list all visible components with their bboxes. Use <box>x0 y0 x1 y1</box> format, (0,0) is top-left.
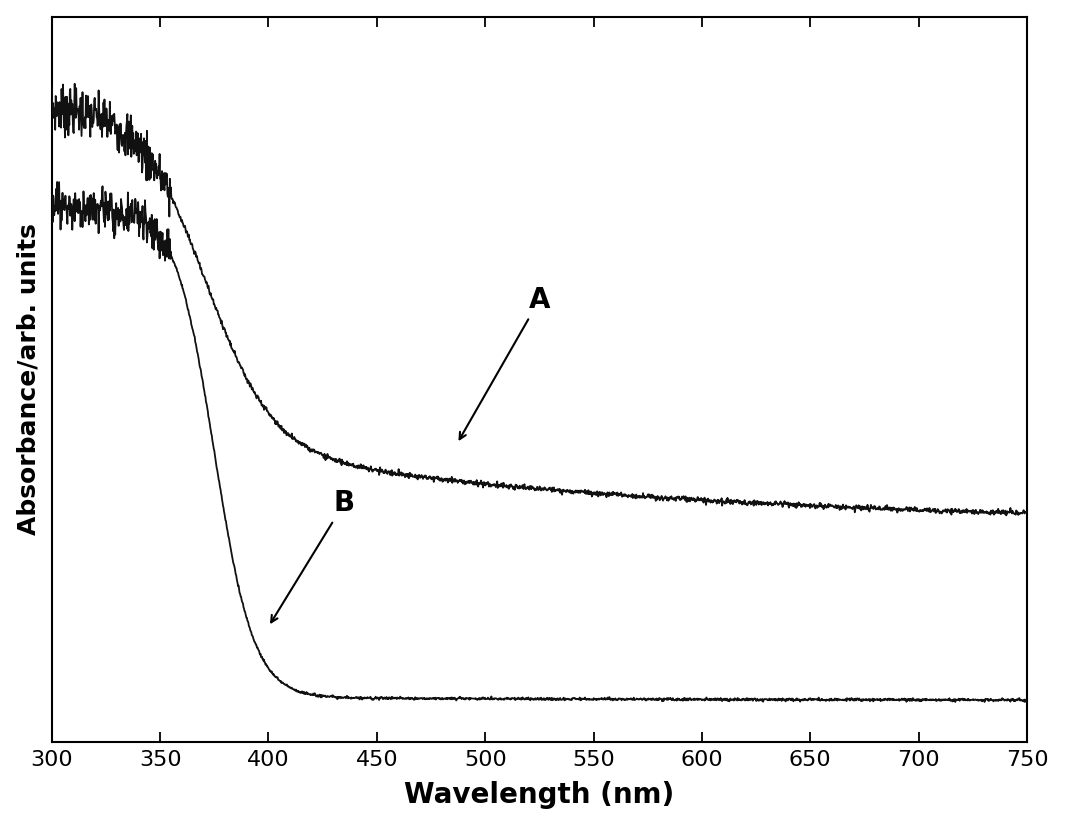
Y-axis label: Absorbance/arb. units: Absorbance/arb. units <box>17 223 40 535</box>
X-axis label: Wavelength (nm): Wavelength (nm) <box>405 781 674 809</box>
Text: B: B <box>272 490 355 622</box>
Text: A: A <box>460 286 550 439</box>
